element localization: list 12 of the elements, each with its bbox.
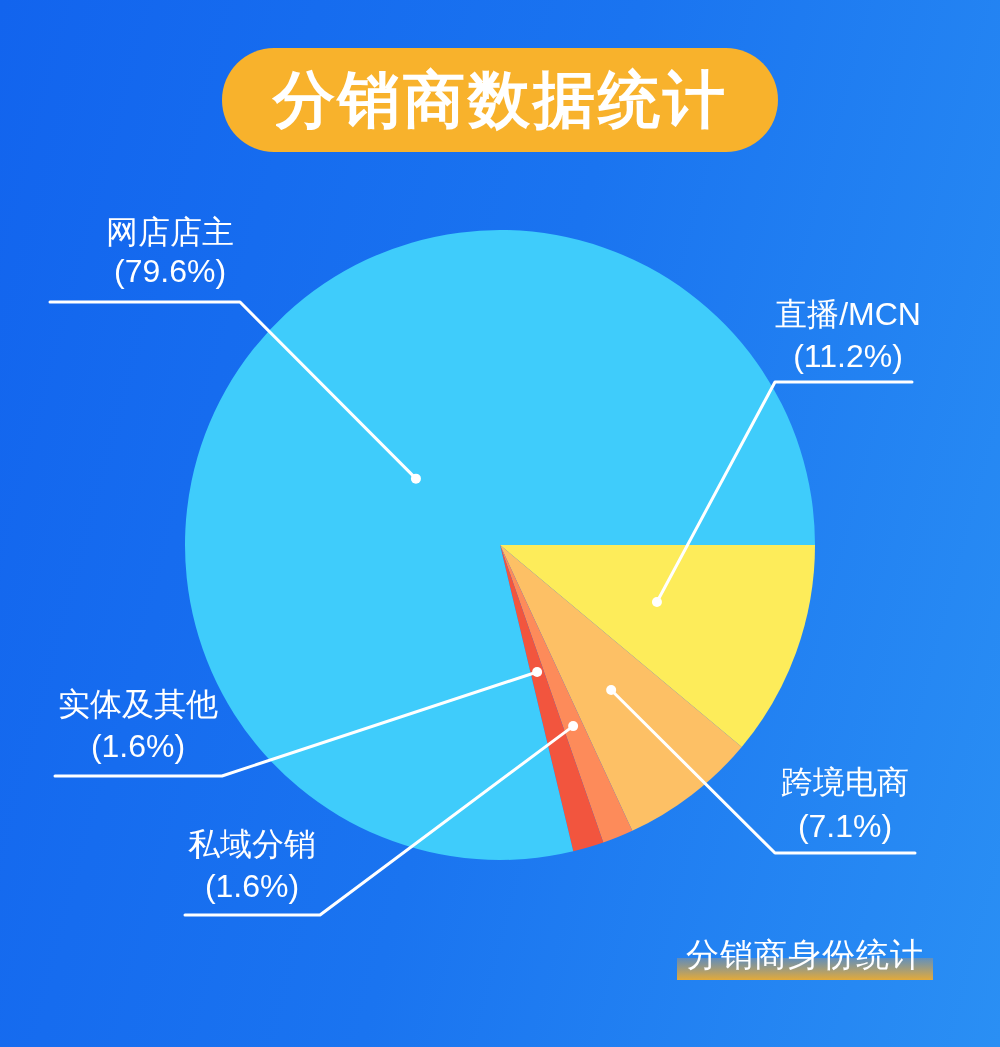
data-label: (79.6%) xyxy=(113,252,227,289)
text: 分销商身份统计 xyxy=(677,930,933,980)
slice-label: 私域分销 xyxy=(188,825,316,862)
data-label: (11.2%) xyxy=(793,337,903,374)
slice-label: 直播/MCN xyxy=(775,295,921,332)
chart-title: 分销商数据统计 xyxy=(272,65,728,135)
slice-label: 实体及其他 xyxy=(58,685,218,722)
slice-label: 跨境电商 xyxy=(781,763,909,800)
data-label: (1.6%) xyxy=(204,867,300,904)
data-label: (1.6%) xyxy=(90,727,186,764)
data-label: (7.1%) xyxy=(797,807,893,844)
slice-label: 网店店主 xyxy=(106,213,234,250)
